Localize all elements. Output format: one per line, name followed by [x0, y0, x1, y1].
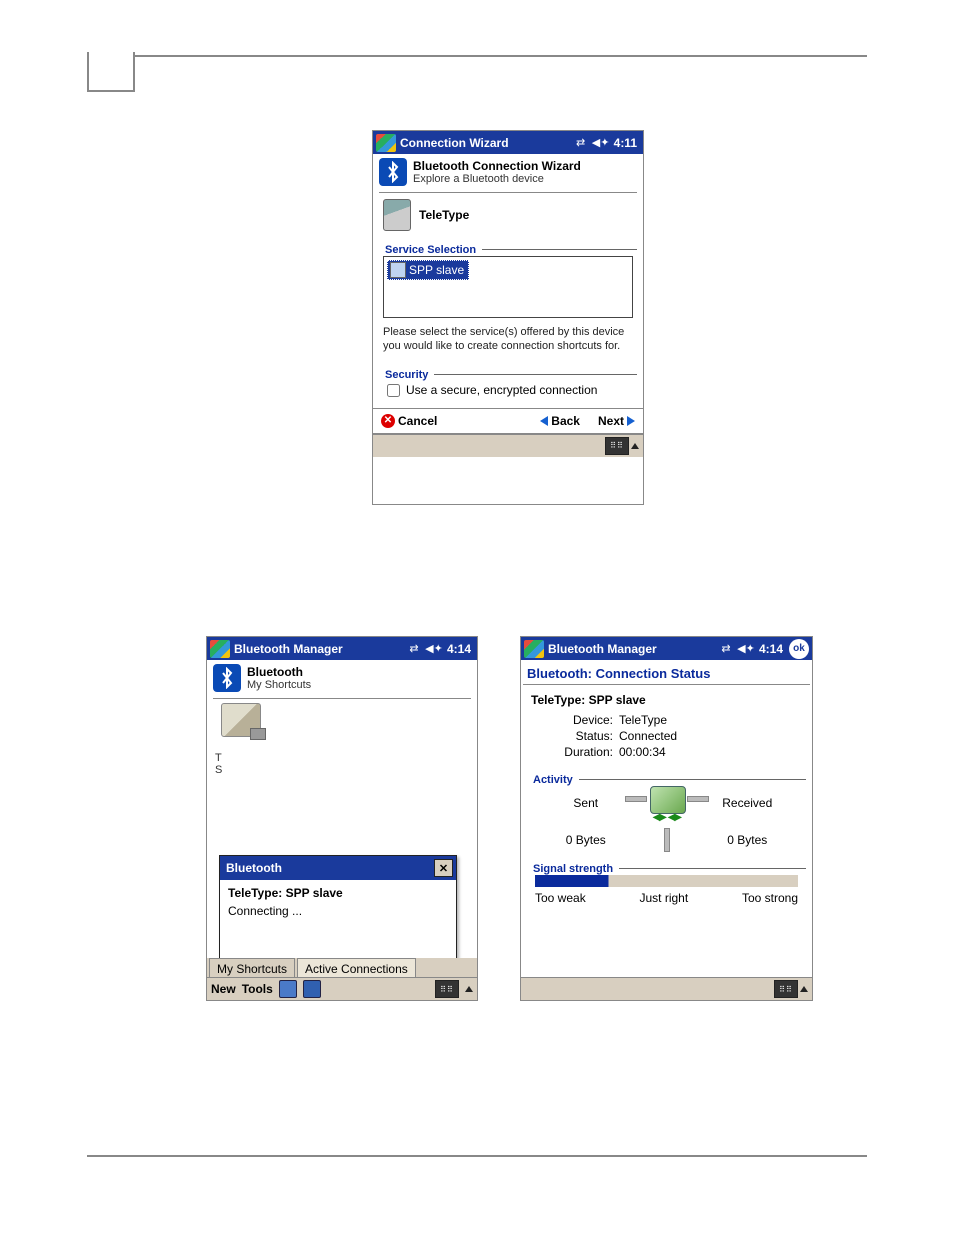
popup-status-line: Connecting ...	[228, 904, 448, 918]
connectivity-icon[interactable]: ⇄	[406, 642, 422, 656]
titlebar: Bluetooth Manager ⇄ ◀✦ 4:14	[207, 637, 477, 660]
signal-label: Signal strength	[527, 863, 619, 875]
window-connection-status: Bluetooth Manager ⇄ ◀✦ 4:14 ok Bluetooth…	[520, 636, 813, 1001]
security-label: Security	[379, 369, 434, 381]
titlebar: Connection Wizard ⇄ ◀✦ 4:11	[373, 131, 643, 154]
cancel-button[interactable]: ✕ Cancel	[381, 414, 437, 428]
sip-up-icon[interactable]	[465, 986, 473, 992]
connectivity-icon[interactable]: ⇄	[573, 136, 589, 150]
connectivity-icon[interactable]: ⇄	[718, 642, 734, 656]
manager-header: Bluetooth My Shortcuts	[207, 660, 477, 696]
close-button[interactable]: ✕	[434, 859, 453, 877]
wizard-footer: ✕ Cancel Back Next	[373, 408, 643, 434]
sip-bar: ⠿⠿	[521, 977, 812, 1000]
service-item-icon	[390, 262, 406, 278]
signal-bar	[535, 875, 798, 887]
popup-title-text: Bluetooth	[226, 861, 282, 875]
start-icon[interactable]	[524, 640, 544, 658]
start-icon[interactable]	[376, 134, 396, 152]
secure-checkbox[interactable]	[387, 384, 400, 397]
received-value: 0 Bytes	[697, 833, 799, 847]
signal-high: Too strong	[742, 891, 798, 905]
helper-text: Please select the service(s) offered by …	[373, 322, 643, 360]
bluetooth-icon	[379, 158, 407, 186]
keyboard-icon[interactable]: ⠿⠿	[435, 980, 459, 998]
activity-grid: Sent ◀▶ ◀▶ Received 0 Bytes 0 Bytes	[521, 780, 812, 854]
duration-value: 00:00:34	[619, 745, 802, 759]
ok-button[interactable]: ok	[789, 639, 809, 659]
device-key: Device:	[543, 713, 613, 727]
volume-icon[interactable]: ◀✦	[738, 642, 754, 656]
volume-icon[interactable]: ◀✦	[426, 642, 442, 656]
back-button[interactable]: Back	[540, 414, 580, 428]
duration-key: Duration:	[543, 745, 613, 759]
service-item-spp[interactable]: SPP slave	[387, 260, 469, 280]
status-key: Status:	[543, 729, 613, 743]
popup-device-line: TeleType: SPP slave	[228, 886, 448, 900]
page-corner-box	[87, 52, 135, 92]
pipe-icon	[664, 828, 670, 852]
page-footer-rule	[87, 1155, 867, 1157]
next-button[interactable]: Next	[598, 414, 635, 428]
window-title: Connection Wizard	[400, 136, 571, 150]
toolbar-bluetooth-icon[interactable]	[279, 980, 297, 998]
signal-low: Too weak	[535, 891, 586, 905]
popup-titlebar: Bluetooth ✕	[220, 856, 456, 880]
sent-label: Sent	[535, 796, 637, 810]
activity-icon: ◀▶ ◀▶	[645, 784, 689, 822]
divider	[213, 698, 471, 699]
menu-tools[interactable]: Tools	[242, 982, 273, 996]
keyboard-icon[interactable]: ⠿⠿	[605, 437, 629, 455]
wizard-header: Bluetooth Connection Wizard Explore a Bl…	[373, 154, 643, 190]
connection-name: TeleType: SPP slave	[521, 689, 812, 711]
clock[interactable]: 4:14	[447, 642, 471, 656]
window-bluetooth-manager: Bluetooth Manager ⇄ ◀✦ 4:14 Bluetooth My…	[206, 636, 478, 1001]
sip-up-icon[interactable]	[800, 986, 808, 992]
divider	[379, 192, 637, 193]
arrow-left-icon	[540, 416, 548, 426]
activity-label: Activity	[527, 774, 579, 786]
device-icon	[383, 199, 411, 231]
secure-checkbox-label: Use a secure, encrypted connection	[406, 383, 597, 397]
arrow-right-icon	[627, 416, 635, 426]
clock[interactable]: 4:11	[614, 136, 637, 150]
bluetooth-icon	[213, 664, 241, 692]
cancel-icon: ✕	[381, 414, 395, 428]
shortcut-icon[interactable]	[221, 703, 261, 737]
manager-title: Bluetooth	[247, 665, 311, 679]
clock[interactable]: 4:14	[759, 642, 783, 656]
received-label: Received	[697, 796, 799, 810]
kv-grid: Device: TeleType Status: Connected Durat…	[521, 711, 812, 765]
service-selection-label: Service Selection	[379, 244, 482, 256]
toolbar-connect-icon[interactable]	[303, 980, 321, 998]
keyboard-icon[interactable]: ⠿⠿	[774, 980, 798, 998]
tab-my-shortcuts[interactable]: My Shortcuts	[209, 958, 295, 978]
sip-up-icon[interactable]	[631, 443, 639, 449]
divider	[523, 684, 810, 685]
sip-bar: ⠿⠿	[373, 434, 643, 457]
signal-mid: Just right	[639, 891, 688, 905]
status-value: Connected	[619, 729, 802, 743]
menu-new[interactable]: New	[211, 982, 236, 996]
start-icon[interactable]	[210, 640, 230, 658]
window-title: Bluetooth Manager	[234, 642, 404, 656]
window-connection-wizard: Connection Wizard ⇄ ◀✦ 4:11 Bluetooth Co…	[372, 130, 644, 505]
sent-value: 0 Bytes	[535, 833, 637, 847]
page-heading: Bluetooth: Connection Status	[521, 660, 812, 684]
service-item-label: SPP slave	[409, 263, 464, 277]
window-title: Bluetooth Manager	[548, 642, 716, 656]
volume-icon[interactable]: ◀✦	[593, 136, 609, 150]
device-value: TeleType	[619, 713, 802, 727]
titlebar: Bluetooth Manager ⇄ ◀✦ 4:14 ok	[521, 637, 812, 660]
tab-bar: My Shortcuts Active Connections	[207, 958, 477, 978]
bottom-toolbar: New Tools ⠿⠿	[207, 977, 477, 1000]
device-row: TeleType	[373, 195, 643, 235]
signal-scale: Too weak Just right Too strong	[521, 891, 812, 913]
wizard-title: Bluetooth Connection Wizard	[413, 159, 581, 173]
device-name: TeleType	[419, 208, 469, 222]
manager-subtitle: My Shortcuts	[247, 679, 311, 691]
tab-active-connections[interactable]: Active Connections	[297, 958, 416, 978]
wizard-subtitle: Explore a Bluetooth device	[413, 173, 581, 185]
service-listbox[interactable]: SPP slave	[383, 256, 633, 318]
